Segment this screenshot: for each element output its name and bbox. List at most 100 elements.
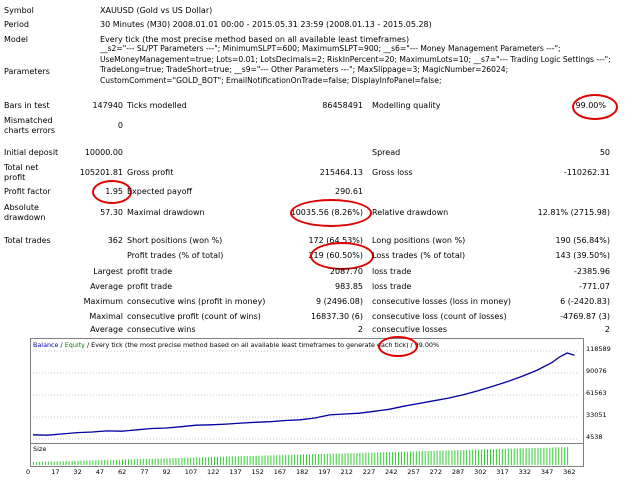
avgc-w-text: consecutive wins bbox=[127, 325, 196, 334]
size-bar bbox=[178, 457, 180, 465]
size-bar bbox=[534, 448, 536, 465]
maxcl-text: consecutive losses (loss in money) bbox=[372, 297, 512, 306]
size-bar bbox=[77, 460, 79, 465]
size-bar bbox=[163, 458, 165, 465]
x-tick-label: 317 bbox=[496, 468, 509, 476]
size-bar bbox=[317, 454, 319, 465]
size-bar bbox=[234, 456, 236, 465]
size-bar bbox=[540, 447, 542, 465]
size-bar bbox=[74, 460, 76, 465]
size-bar bbox=[273, 455, 275, 465]
pf-highlight-ring bbox=[92, 180, 132, 204]
size-bar bbox=[306, 454, 307, 465]
balance-chart bbox=[30, 338, 584, 445]
size-bar bbox=[128, 459, 129, 465]
size-bar bbox=[377, 452, 379, 465]
size-bar bbox=[122, 459, 123, 465]
size-bar bbox=[267, 455, 269, 465]
size-bar bbox=[175, 458, 177, 465]
size-bar bbox=[130, 459, 132, 465]
size-bar bbox=[311, 454, 313, 465]
x-tick-label: 77 bbox=[140, 468, 149, 476]
size-bar bbox=[184, 457, 186, 465]
largest-lt-value: -2385.96 bbox=[574, 267, 610, 276]
size-bar bbox=[279, 455, 281, 465]
size-bar bbox=[246, 456, 248, 465]
average-pt-label: profit trade bbox=[127, 282, 173, 291]
long-value: 190 (56.84%) bbox=[555, 236, 610, 245]
size-bar bbox=[211, 457, 212, 465]
x-tick-label: 137 bbox=[229, 468, 242, 476]
size-bar bbox=[151, 458, 153, 465]
size-bar bbox=[196, 457, 198, 465]
y-tick-label: 118589 bbox=[586, 345, 611, 353]
size-bar bbox=[332, 453, 334, 465]
size-bar bbox=[460, 450, 462, 465]
size-bar bbox=[56, 461, 58, 465]
symbol-label: Symbol bbox=[4, 6, 34, 15]
chart-quality-highlight-ring bbox=[378, 336, 418, 357]
size-bar bbox=[401, 451, 402, 465]
size-bar bbox=[398, 451, 399, 465]
quality-highlight-ring bbox=[572, 94, 618, 120]
size-bar bbox=[219, 456, 221, 465]
avgc-l-text: consecutive losses bbox=[372, 325, 448, 334]
size-bar bbox=[516, 448, 518, 465]
size-bar bbox=[501, 448, 503, 465]
x-tick-label: 197 bbox=[318, 468, 331, 476]
size-bar bbox=[44, 461, 46, 465]
size-bar bbox=[154, 458, 156, 465]
profittrades-label: Profit trades (% of total) bbox=[127, 251, 224, 260]
size-bar bbox=[309, 454, 310, 465]
size-bar bbox=[125, 459, 126, 465]
trades-label: Total trades bbox=[4, 236, 51, 245]
size-bar bbox=[181, 457, 183, 465]
size-bar bbox=[365, 452, 367, 465]
size-bar bbox=[261, 455, 263, 465]
size-bar bbox=[65, 461, 67, 465]
x-tick-label: 62 bbox=[117, 468, 127, 476]
size-bar bbox=[101, 460, 103, 465]
size-bar bbox=[264, 455, 266, 465]
size-bar bbox=[270, 455, 272, 465]
netprofit-value: 105201.81 bbox=[79, 168, 123, 177]
payoff-label: Expected payoff bbox=[127, 187, 192, 196]
size-bar bbox=[495, 449, 497, 465]
size-bar bbox=[504, 448, 506, 465]
size-bar bbox=[427, 451, 429, 465]
avgc-w-value: 2 bbox=[357, 325, 363, 334]
average-lt-label: loss trade bbox=[372, 282, 412, 291]
size-bar bbox=[119, 459, 121, 465]
x-tick-label: 332 bbox=[518, 468, 531, 476]
y-tick-label: 4538 bbox=[586, 433, 603, 441]
size-bar bbox=[300, 454, 302, 465]
size-bar bbox=[95, 460, 97, 465]
size-bar bbox=[374, 452, 376, 465]
bars-value: 147940 bbox=[92, 101, 123, 110]
avgc-l-value: 2 bbox=[604, 325, 610, 334]
model-value: Every tick (the most precise method base… bbox=[100, 35, 410, 44]
size-bar bbox=[320, 454, 322, 465]
size-bar bbox=[83, 460, 85, 465]
size-bar bbox=[466, 449, 468, 465]
legend-quality: 99.00% bbox=[414, 341, 440, 349]
size-bar bbox=[498, 449, 500, 465]
maxcl-value: 6 (-2420.83) bbox=[560, 297, 610, 306]
size-bar bbox=[231, 456, 233, 465]
size-bar bbox=[469, 449, 471, 465]
size-bar bbox=[80, 460, 82, 465]
size-bar bbox=[160, 458, 162, 465]
size-bar bbox=[344, 453, 346, 465]
size-bar bbox=[395, 451, 396, 465]
model-label: Model bbox=[4, 35, 29, 44]
size-bar bbox=[89, 460, 91, 465]
size-bar bbox=[513, 448, 515, 465]
x-tick-label: 302 bbox=[474, 468, 487, 476]
size-bar bbox=[552, 447, 554, 465]
maxcw-value: 9 (2496.08) bbox=[316, 297, 363, 306]
maxdd-highlight-ring bbox=[290, 199, 372, 227]
size-bar bbox=[561, 447, 563, 465]
size-bar bbox=[478, 449, 480, 465]
size-bar bbox=[294, 454, 296, 465]
size-bar bbox=[510, 448, 512, 465]
